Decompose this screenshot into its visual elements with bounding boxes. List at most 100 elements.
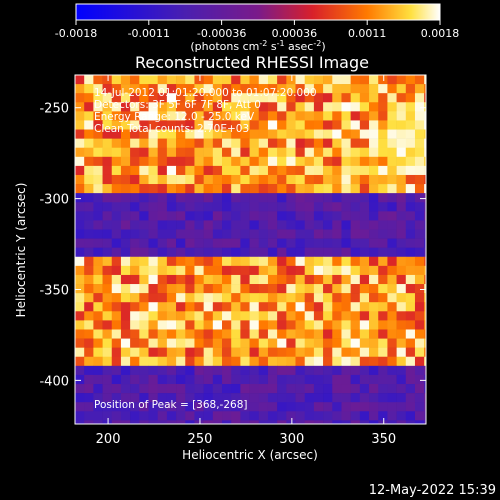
heatmap-cell [203,374,214,385]
heatmap-cell [359,338,370,348]
heatmap-cell [212,138,223,149]
heatmap-cell [130,411,140,421]
heatmap-cell [75,274,85,285]
heatmap-cell [304,174,315,185]
heatmap-cell [304,202,315,212]
heatmap-cell [185,174,195,185]
heatmap-cell [332,93,342,103]
heatmap-cell [295,329,306,339]
heatmap-cell [194,184,204,194]
heatmap-cell [75,184,85,194]
heatmap-cell [405,329,416,339]
heatmap-cell [369,156,379,167]
heatmap-cell [203,293,214,303]
heatmap-cell [93,329,103,339]
heatmap-cell [93,374,103,385]
heatmap-cell [286,393,296,403]
heatmap-cell [139,411,149,421]
heatmap-image [75,75,427,425]
heatmap-cell [295,93,306,103]
heatmap-cell [405,311,416,321]
heatmap-cell [111,265,122,276]
heatmap-cell [102,274,113,285]
heatmap-cell [93,202,103,212]
heatmap-cell [231,356,241,367]
heatmap-cell [295,184,306,194]
heatmap-cell [350,338,361,348]
heatmap-cell [102,411,113,421]
heatmap-cell [323,84,333,94]
heatmap-cell [139,311,149,321]
heatmap-cell [350,184,361,194]
heatmap-cell [286,402,296,412]
heatmap-cell [350,211,361,221]
heatmap-cell [341,129,351,139]
heatmap-cell [111,347,122,358]
heatmap-cell [295,420,306,425]
heatmap-cell [139,184,149,194]
heatmap-cell [139,384,149,394]
heatmap-cell [222,329,232,339]
heatmap-cell [240,374,250,385]
heatmap-cell [258,393,269,403]
heatmap-cell [313,320,324,330]
heatmap-cell [93,93,103,103]
heatmap-cell [111,274,122,285]
heatmap-cell [185,111,195,121]
heatmap-cell [424,320,427,330]
heatmap-cell [332,229,342,239]
heatmap-cell [203,220,214,230]
heatmap-cell [378,75,388,85]
heatmap-cell [240,338,250,348]
heatmap-cell [267,338,278,348]
heatmap-cell [295,311,306,321]
heatmap-cell [369,311,379,321]
heatmap-cell [304,111,315,121]
heatmap-cell [222,93,232,103]
heatmap-cell [313,238,324,248]
heatmap-cell [405,238,416,248]
heatmap-cell [120,265,131,276]
heatmap-cell [130,238,140,248]
heatmap-cell [286,102,296,112]
heatmap-cell [387,402,397,412]
heatmap-cell [222,247,232,258]
heatmap-cell [203,156,214,167]
heatmap-cell [231,120,241,130]
heatmap-cell [203,238,214,248]
heatmap-cell [75,293,85,303]
heatmap-cell [295,284,306,294]
heatmap-cell [304,211,315,221]
heatmap-cell [369,256,379,267]
heatmap-cell [240,247,250,258]
heatmap-cell [405,102,416,112]
heatmap-cell [387,93,397,103]
heatmap-cell [295,138,306,149]
heatmap-cell [341,274,351,285]
heatmap-cell [120,384,131,394]
heatmap-cell [341,238,351,248]
heatmap-cell [222,211,232,221]
heatmap-cell [157,156,168,167]
heatmap-cell [387,111,397,121]
heatmap-cell [378,284,388,294]
heatmap-cell [359,420,370,425]
heatmap-cell [166,102,177,112]
heatmap-cell [222,274,232,285]
heatmap-cell [378,147,388,158]
heatmap-cell [212,156,223,167]
heatmap-cell [212,374,223,385]
heatmap-cell [203,184,214,194]
heatmap-cell [194,193,204,203]
heatmap-cell [341,329,351,339]
heatmap-cell [166,374,177,385]
heatmap-cell [231,138,241,149]
heatmap-cell [102,102,113,112]
heatmap-cell [304,102,315,112]
heatmap-cell [405,156,416,167]
heatmap-cell [120,274,131,285]
heatmap-cell [203,338,214,348]
heatmap-cell [387,347,397,358]
heatmap-cell [194,147,204,158]
heatmap-cell [139,247,149,258]
